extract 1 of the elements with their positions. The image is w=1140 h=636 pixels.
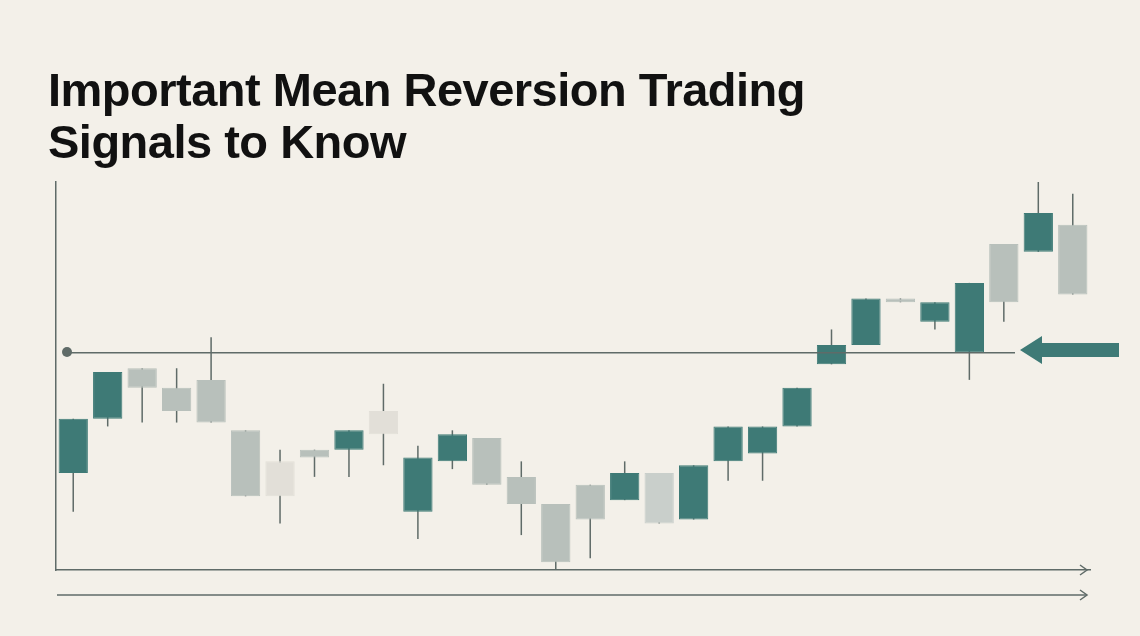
chart-title: Important Mean Reversion Trading Signals to Know xyxy=(48,63,807,168)
